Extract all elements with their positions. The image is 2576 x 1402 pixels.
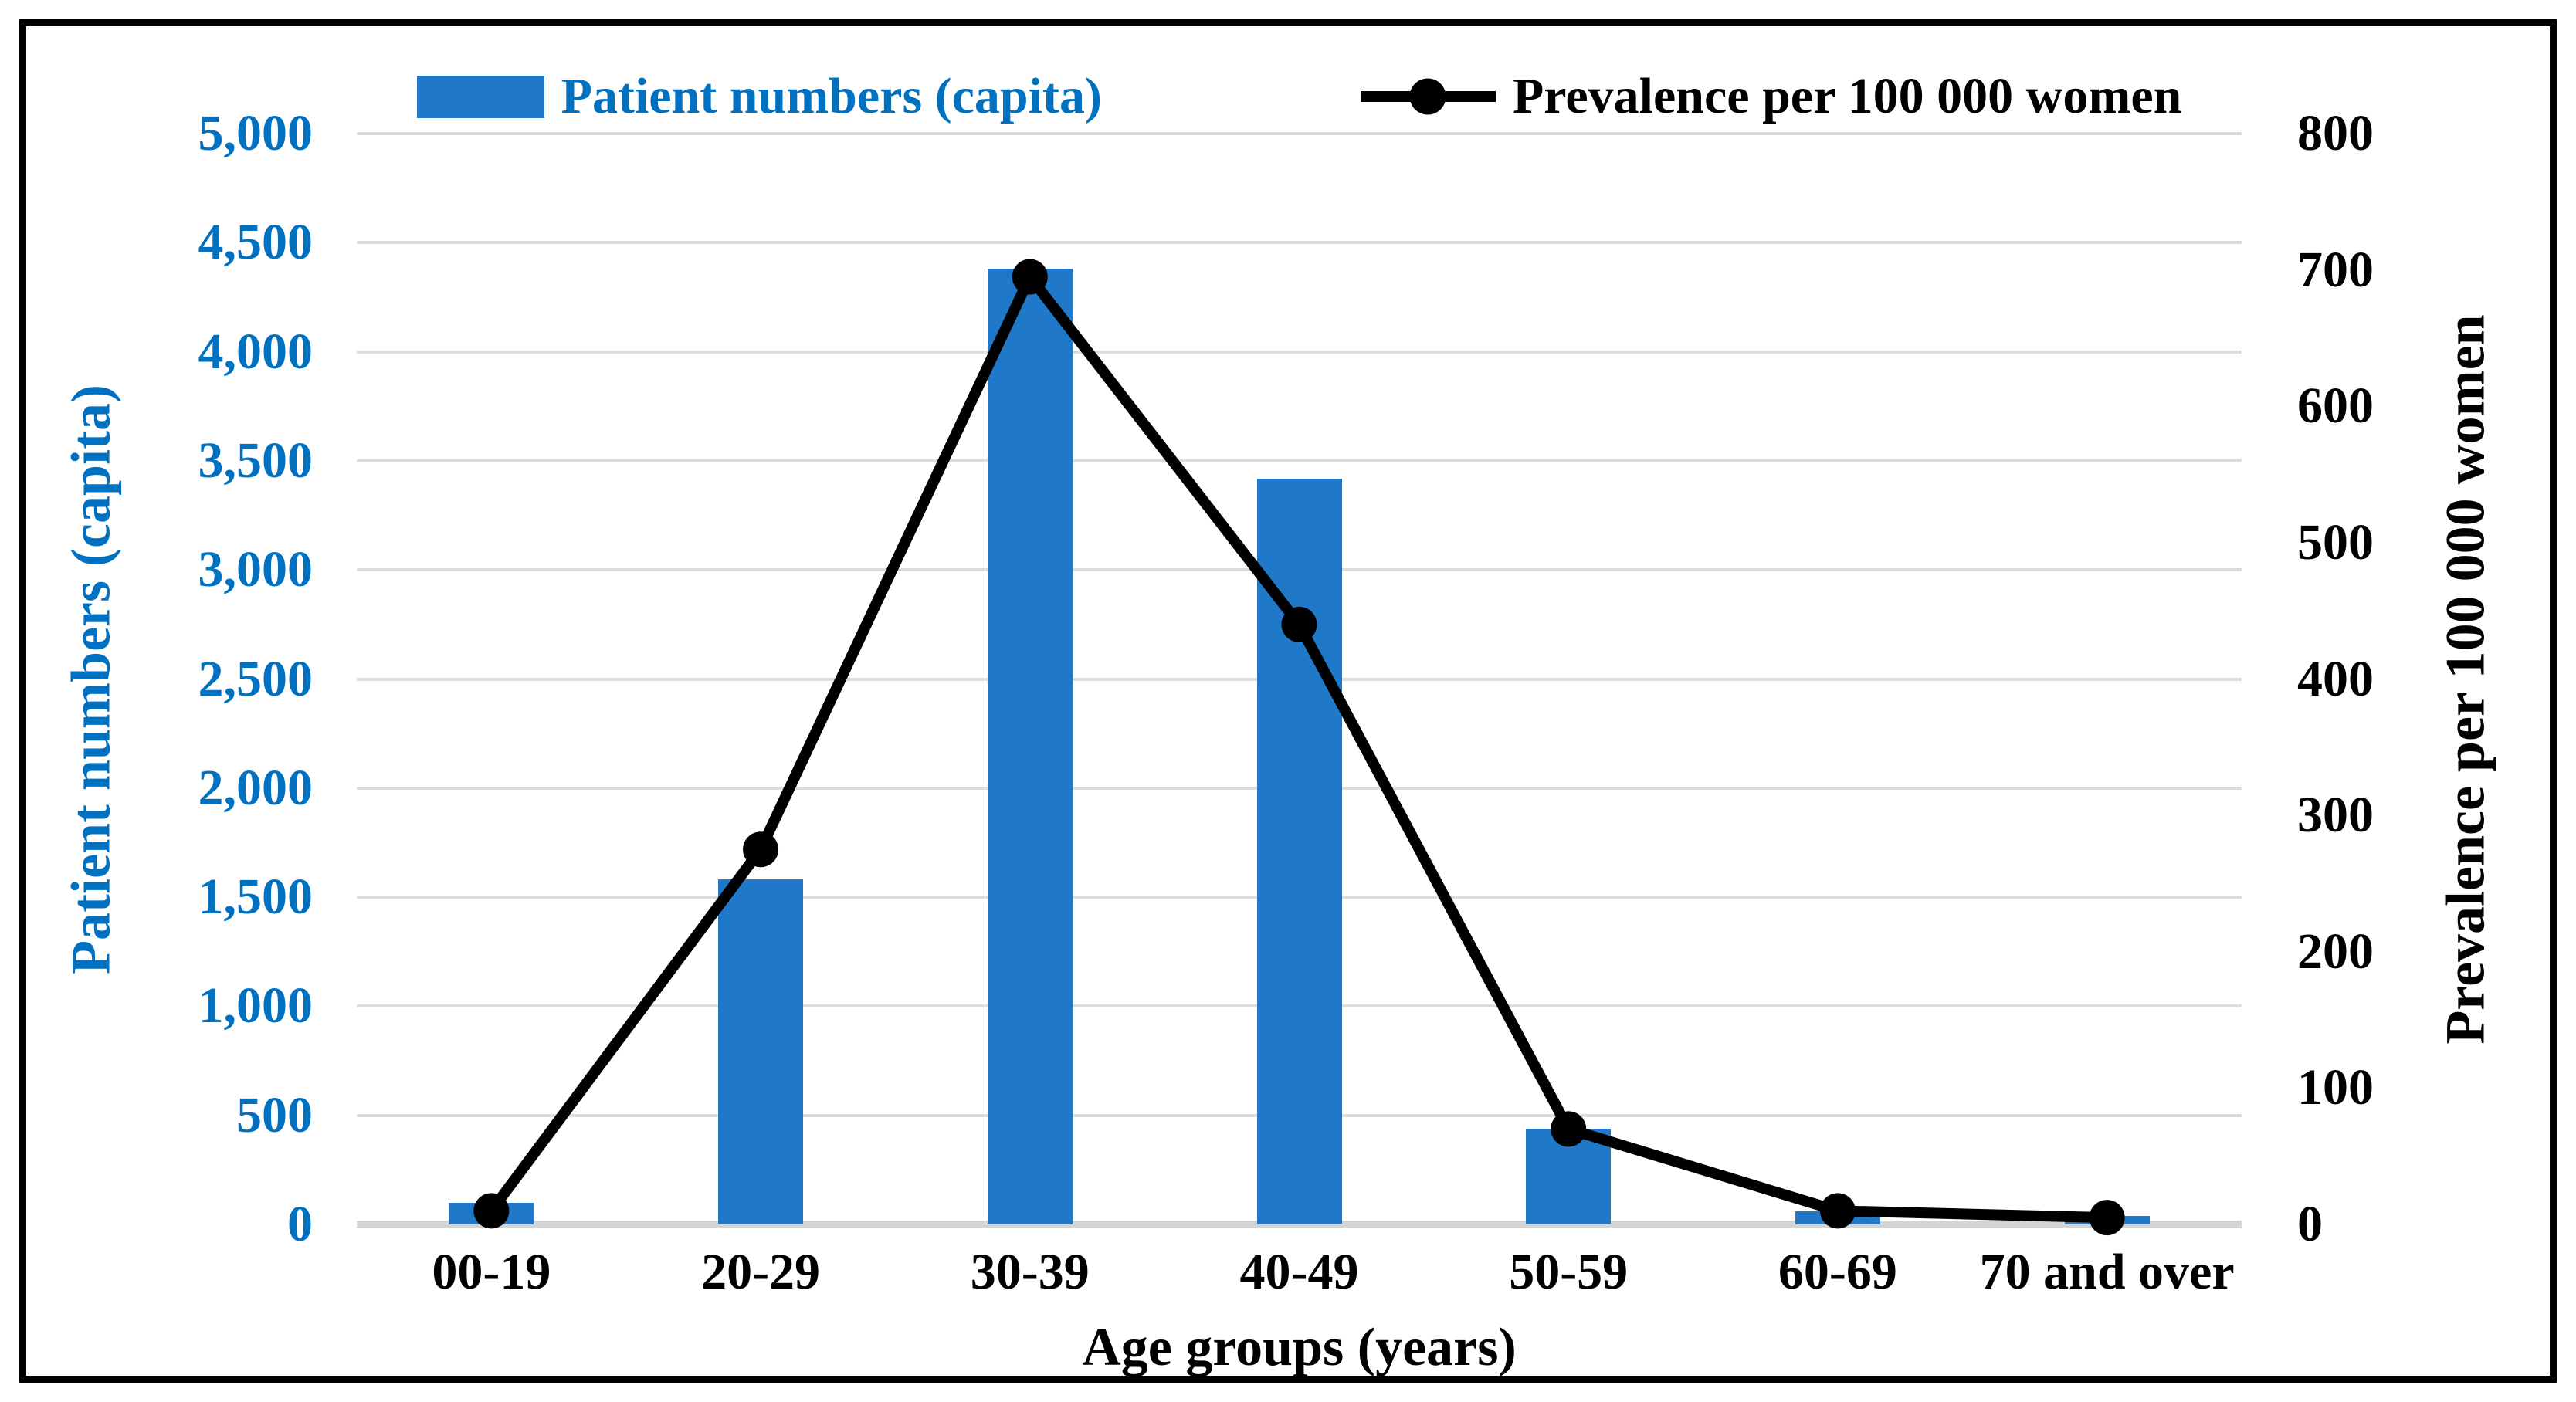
x-tick-50-59: 50-59 <box>1509 1244 1629 1300</box>
right-tick-500: 500 <box>2297 513 2374 571</box>
right-tick-700: 700 <box>2297 241 2374 298</box>
x-axis-title: Age groups (years) <box>1082 1318 1517 1377</box>
legend-item-prevalence: Prevalence per 100 000 women <box>1360 67 2182 126</box>
x-tick-20-29: 20-29 <box>701 1244 821 1300</box>
left-tick-3,000: 3,000 <box>198 541 314 598</box>
gridline <box>357 350 2242 354</box>
line-marker-30-39 <box>1012 259 1048 295</box>
line-marker-20-29 <box>743 831 779 868</box>
x-tick-60-69: 60-69 <box>1778 1244 1897 1300</box>
line-series-swatch-icon <box>1360 78 1496 115</box>
right-tick-600: 600 <box>2297 378 2374 435</box>
plot-area <box>357 132 2242 1236</box>
x-tick-70 and over: 70 and over <box>1979 1244 2235 1300</box>
line-marker-dot-icon <box>1409 78 1446 115</box>
prevalence-line <box>486 271 2113 1224</box>
left-tick-5,000: 5,000 <box>198 105 314 161</box>
bar-20-29 <box>718 879 804 1224</box>
right-tick-100: 100 <box>2297 1059 2374 1116</box>
left-tick-4,000: 4,000 <box>198 323 314 380</box>
chart-legend: Patient numbers (capita) Prevalence per … <box>357 54 2242 139</box>
left-tick-1,500: 1,500 <box>198 869 314 926</box>
x-axis-tick-labels: 00-19 20-29 30-39 40-49 50-59 60-69 70 and ove… <box>357 1241 2242 1311</box>
right-tick-0: 0 <box>2297 1196 2323 1252</box>
left-tick-2,000: 2,000 <box>198 759 314 816</box>
x-tick-00-19: 00-19 <box>432 1244 551 1300</box>
bar-30-39 <box>987 269 1073 1224</box>
right-tick-300: 300 <box>2297 787 2374 844</box>
x-axis-baseline <box>357 1221 2242 1228</box>
right-tick-200: 200 <box>2297 923 2374 980</box>
legend-label-prevalence: Prevalence per 100 000 women <box>1512 68 2182 124</box>
right-tick-400: 400 <box>2297 650 2374 707</box>
line-marker-50-59 <box>1551 1111 1587 1147</box>
left-tick-0: 0 <box>287 1196 313 1252</box>
left-tick-500: 500 <box>236 1086 313 1143</box>
left-tick-4,500: 4,500 <box>198 214 314 271</box>
prevalence-line-layer <box>473 259 2125 1236</box>
bar-series-swatch-icon <box>416 75 544 118</box>
left-tick-2,500: 2,500 <box>198 650 314 707</box>
gridline <box>357 132 2242 135</box>
line-marker-60-69 <box>1819 1193 1856 1229</box>
gridline <box>357 241 2242 245</box>
line-marker-00-19 <box>473 1193 510 1229</box>
line-marker-40-49 <box>1281 606 1317 642</box>
legend-label-patient-numbers: Patient numbers (capita) <box>561 68 1102 124</box>
bar-40-49 <box>1256 478 1342 1224</box>
gridline <box>357 459 2242 462</box>
x-tick-30-39: 30-39 <box>970 1244 1090 1300</box>
left-tick-1,000: 1,000 <box>198 977 314 1035</box>
legend-item-patient-numbers: Patient numbers (capita) <box>416 67 1102 126</box>
left-tick-3,500: 3,500 <box>198 432 314 489</box>
x-tick-40-49: 40-49 <box>1239 1244 1359 1300</box>
right-tick-800: 800 <box>2297 105 2374 161</box>
line-marker-70 and over <box>2089 1200 2125 1236</box>
